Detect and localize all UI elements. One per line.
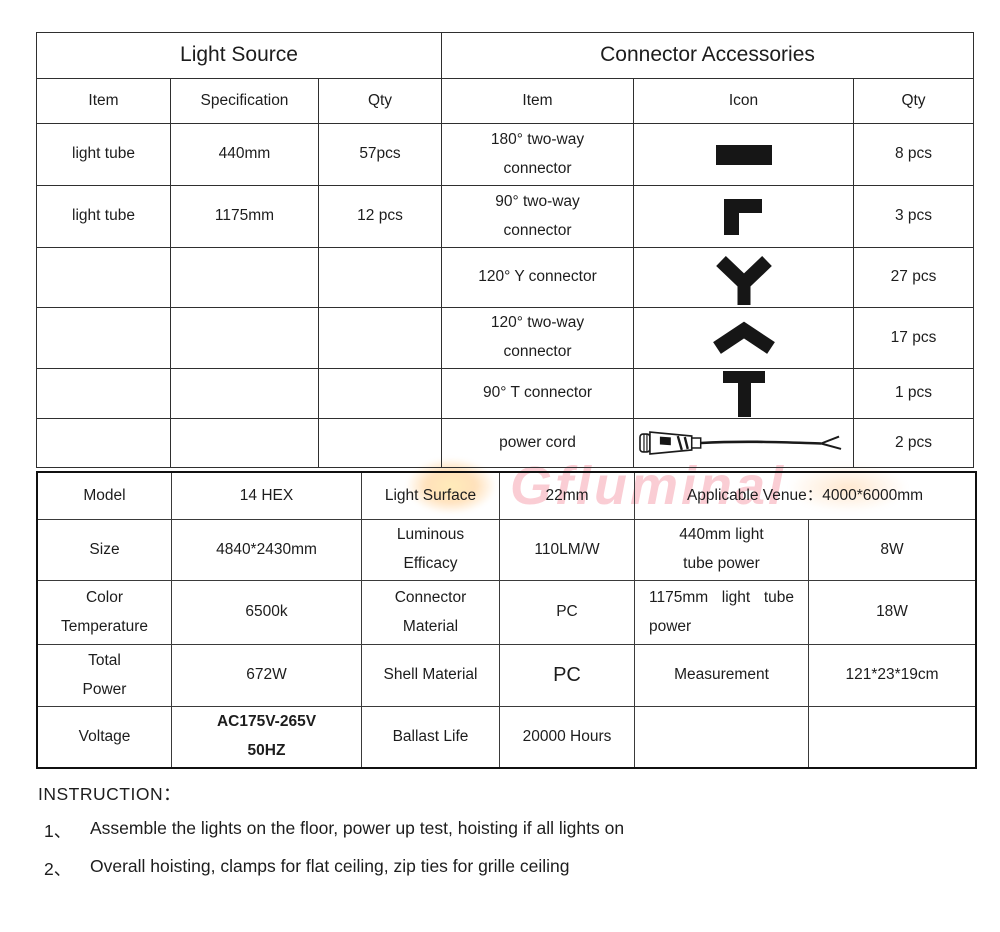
spec-label-440mm-power: 440mm light tube power [635, 520, 809, 581]
product-spec-table: Model 14 HEX Light Surface 22mm Applicab… [36, 471, 977, 769]
qty-cell: 57pcs [319, 124, 442, 186]
spec-value-ballast-life: 20000 Hours [500, 707, 635, 767]
accessory-name-cell: power cord [442, 419, 634, 468]
spec-value-voltage: AC175V-265V 50HZ [172, 707, 362, 767]
accessory-name-cell: 90° two-way connector [442, 186, 634, 248]
column-header-item: Item [37, 79, 171, 124]
spec-label-model: Model [38, 473, 172, 520]
accessory-qty-cell: 3 pcs [854, 186, 974, 248]
spec-label-measurement: Measurement [635, 645, 809, 707]
instruction-text: Overall hoisting, clamps for flat ceilin… [90, 856, 570, 876]
accessory-qty-cell: 27 pcs [854, 248, 974, 308]
instruction-item: 2、 Overall hoisting, clamps for flat cei… [38, 856, 1000, 881]
column-header-acc-item: Item [442, 79, 634, 124]
instruction-number: 1、 [44, 821, 72, 841]
spec-value-light-surface: 22mm [500, 473, 635, 520]
column-header-icon: Icon [634, 79, 854, 124]
spec-cell: 1175mm [171, 186, 319, 248]
empty-cell [319, 308, 442, 369]
instruction-item: 1、 Assemble the lights on the floor, pow… [38, 818, 1000, 843]
light-source-connector-table: Light Source Connector Accessories Item … [36, 32, 974, 468]
spec-value-connector-material: PC [500, 581, 635, 645]
spec-label-size: Size [38, 520, 172, 581]
empty-cell [171, 308, 319, 369]
spec-label-luminous-efficacy: Luminous Efficacy [362, 520, 500, 581]
empty-cell [319, 369, 442, 419]
t-connector-icon [634, 369, 854, 419]
accessory-name-cell: 180° two-way connector [442, 124, 634, 186]
column-header-acc-qty: Qty [854, 79, 974, 124]
spec-value-shell-material: PC [500, 645, 635, 707]
empty-cell [37, 248, 171, 308]
instruction-text: Assemble the lights on the floor, power … [90, 818, 625, 838]
accessory-qty-cell: 8 pcs [854, 124, 974, 186]
instruction-number: 2、 [44, 859, 72, 879]
empty-cell [171, 419, 319, 468]
item-cell: light tube [37, 186, 171, 248]
chevron-connector-icon [634, 308, 854, 369]
empty-cell [319, 419, 442, 468]
y-connector-icon [634, 248, 854, 308]
spec-label-shell-material: Shell Material [362, 645, 500, 707]
accessory-name-cell: 90° T connector [442, 369, 634, 419]
item-cell: light tube [37, 124, 171, 186]
spec-label-ballast-life: Ballast Life [362, 707, 500, 767]
empty-cell [171, 248, 319, 308]
spec-value-440mm-power: 8W [809, 520, 975, 581]
spec-value-measurement: 121*23*19cm [809, 645, 975, 707]
section-title-light-source: Light Source [37, 33, 442, 79]
empty-cell [319, 248, 442, 308]
spec-label-color-temperature: Color Temperature [38, 581, 172, 645]
spec-value-color-temperature: 6500k [172, 581, 362, 645]
empty-cell [171, 369, 319, 419]
instruction-title: INSTRUCTION： [38, 784, 182, 804]
straight-connector-icon [634, 124, 854, 186]
spec-value-luminous-efficacy: 110LM/W [500, 520, 635, 581]
accessory-qty-cell: 1 pcs [854, 369, 974, 419]
spec-value-size: 4840*2430mm [172, 520, 362, 581]
section-title-connector-accessories: Connector Accessories [442, 33, 974, 79]
empty-cell [37, 308, 171, 369]
corner-connector-icon [634, 186, 854, 248]
power-cord-icon [634, 419, 854, 468]
column-header-qty: Qty [319, 79, 442, 124]
empty-cell [37, 419, 171, 468]
empty-cell [635, 707, 809, 767]
column-header-specification: Specification [171, 79, 319, 124]
spec-label-connector-material: Connector Material [362, 581, 500, 645]
instruction-section: INSTRUCTION： 1、 Assemble the lights on t… [38, 781, 1000, 881]
spec-label-voltage: Voltage [38, 707, 172, 767]
spec-label-1175mm-power: 1175mm light tube power [635, 581, 809, 645]
spec-label-total-power: Total Power [38, 645, 172, 707]
spec-label-light-surface: Light Surface [362, 473, 500, 520]
spec-applicable-venue: Applicable Venue：4000*6000mm [635, 473, 975, 520]
spec-value-total-power: 672W [172, 645, 362, 707]
spec-value-model: 14 HEX [172, 473, 362, 520]
empty-cell [37, 369, 171, 419]
accessory-qty-cell: 17 pcs [854, 308, 974, 369]
accessory-qty-cell: 2 pcs [854, 419, 974, 468]
accessory-name-cell: 120° Y connector [442, 248, 634, 308]
qty-cell: 12 pcs [319, 186, 442, 248]
accessory-name-cell: 120° two-way connector [442, 308, 634, 369]
spec-cell: 440mm [171, 124, 319, 186]
spec-value-1175mm-power: 18W [809, 581, 975, 645]
empty-cell [809, 707, 975, 767]
